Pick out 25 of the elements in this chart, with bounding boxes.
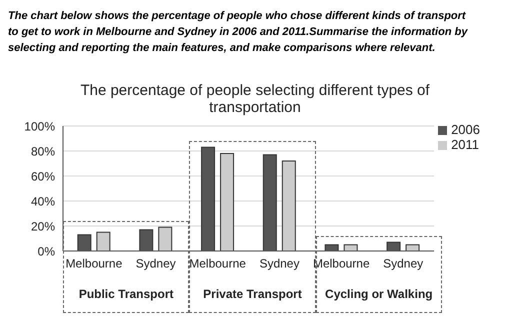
bar: [282, 160, 296, 251]
y-tick-label: 60%: [30, 169, 56, 184]
bar: [96, 232, 110, 251]
x-tick-label: Sydney: [383, 256, 424, 271]
y-tick-label: 80%: [30, 144, 56, 158]
legend-label: 2006: [451, 122, 480, 137]
chart-subtitle: The chart below shows the percentage of people who chose different kinds of transport to get to work in Melbourne and Sydney in 2006 and 2011.Summarise the information by selecting and reporting the main features, and make comparisons where relevant.: [8, 9, 469, 56]
x-tick-label: Sydney: [136, 256, 176, 271]
bar: [344, 244, 358, 251]
text: Cycling or Walking: [324, 287, 434, 301]
bar: [158, 226, 172, 251]
x-tick-label: Sydney: [259, 256, 300, 271]
y-tick-label: 20%: [30, 219, 56, 234]
chart-title: The percentage of people selecting different types of transportation: [79, 82, 431, 116]
bar: [220, 153, 234, 251]
text: Private Transport: [202, 287, 303, 301]
y-tick-label: 0%: [38, 244, 56, 258]
x-tick-label: Melbourne: [312, 256, 370, 271]
text: Public Transport: [78, 287, 174, 301]
y-tick-label: 100%: [24, 119, 56, 134]
y-tick-label: 40%: [30, 194, 56, 208]
bar: [406, 244, 420, 251]
legend-label: 2011: [451, 137, 480, 152]
x-tick-label: Melbourne: [66, 256, 123, 271]
x-tick-label: Melbourne: [189, 256, 246, 271]
